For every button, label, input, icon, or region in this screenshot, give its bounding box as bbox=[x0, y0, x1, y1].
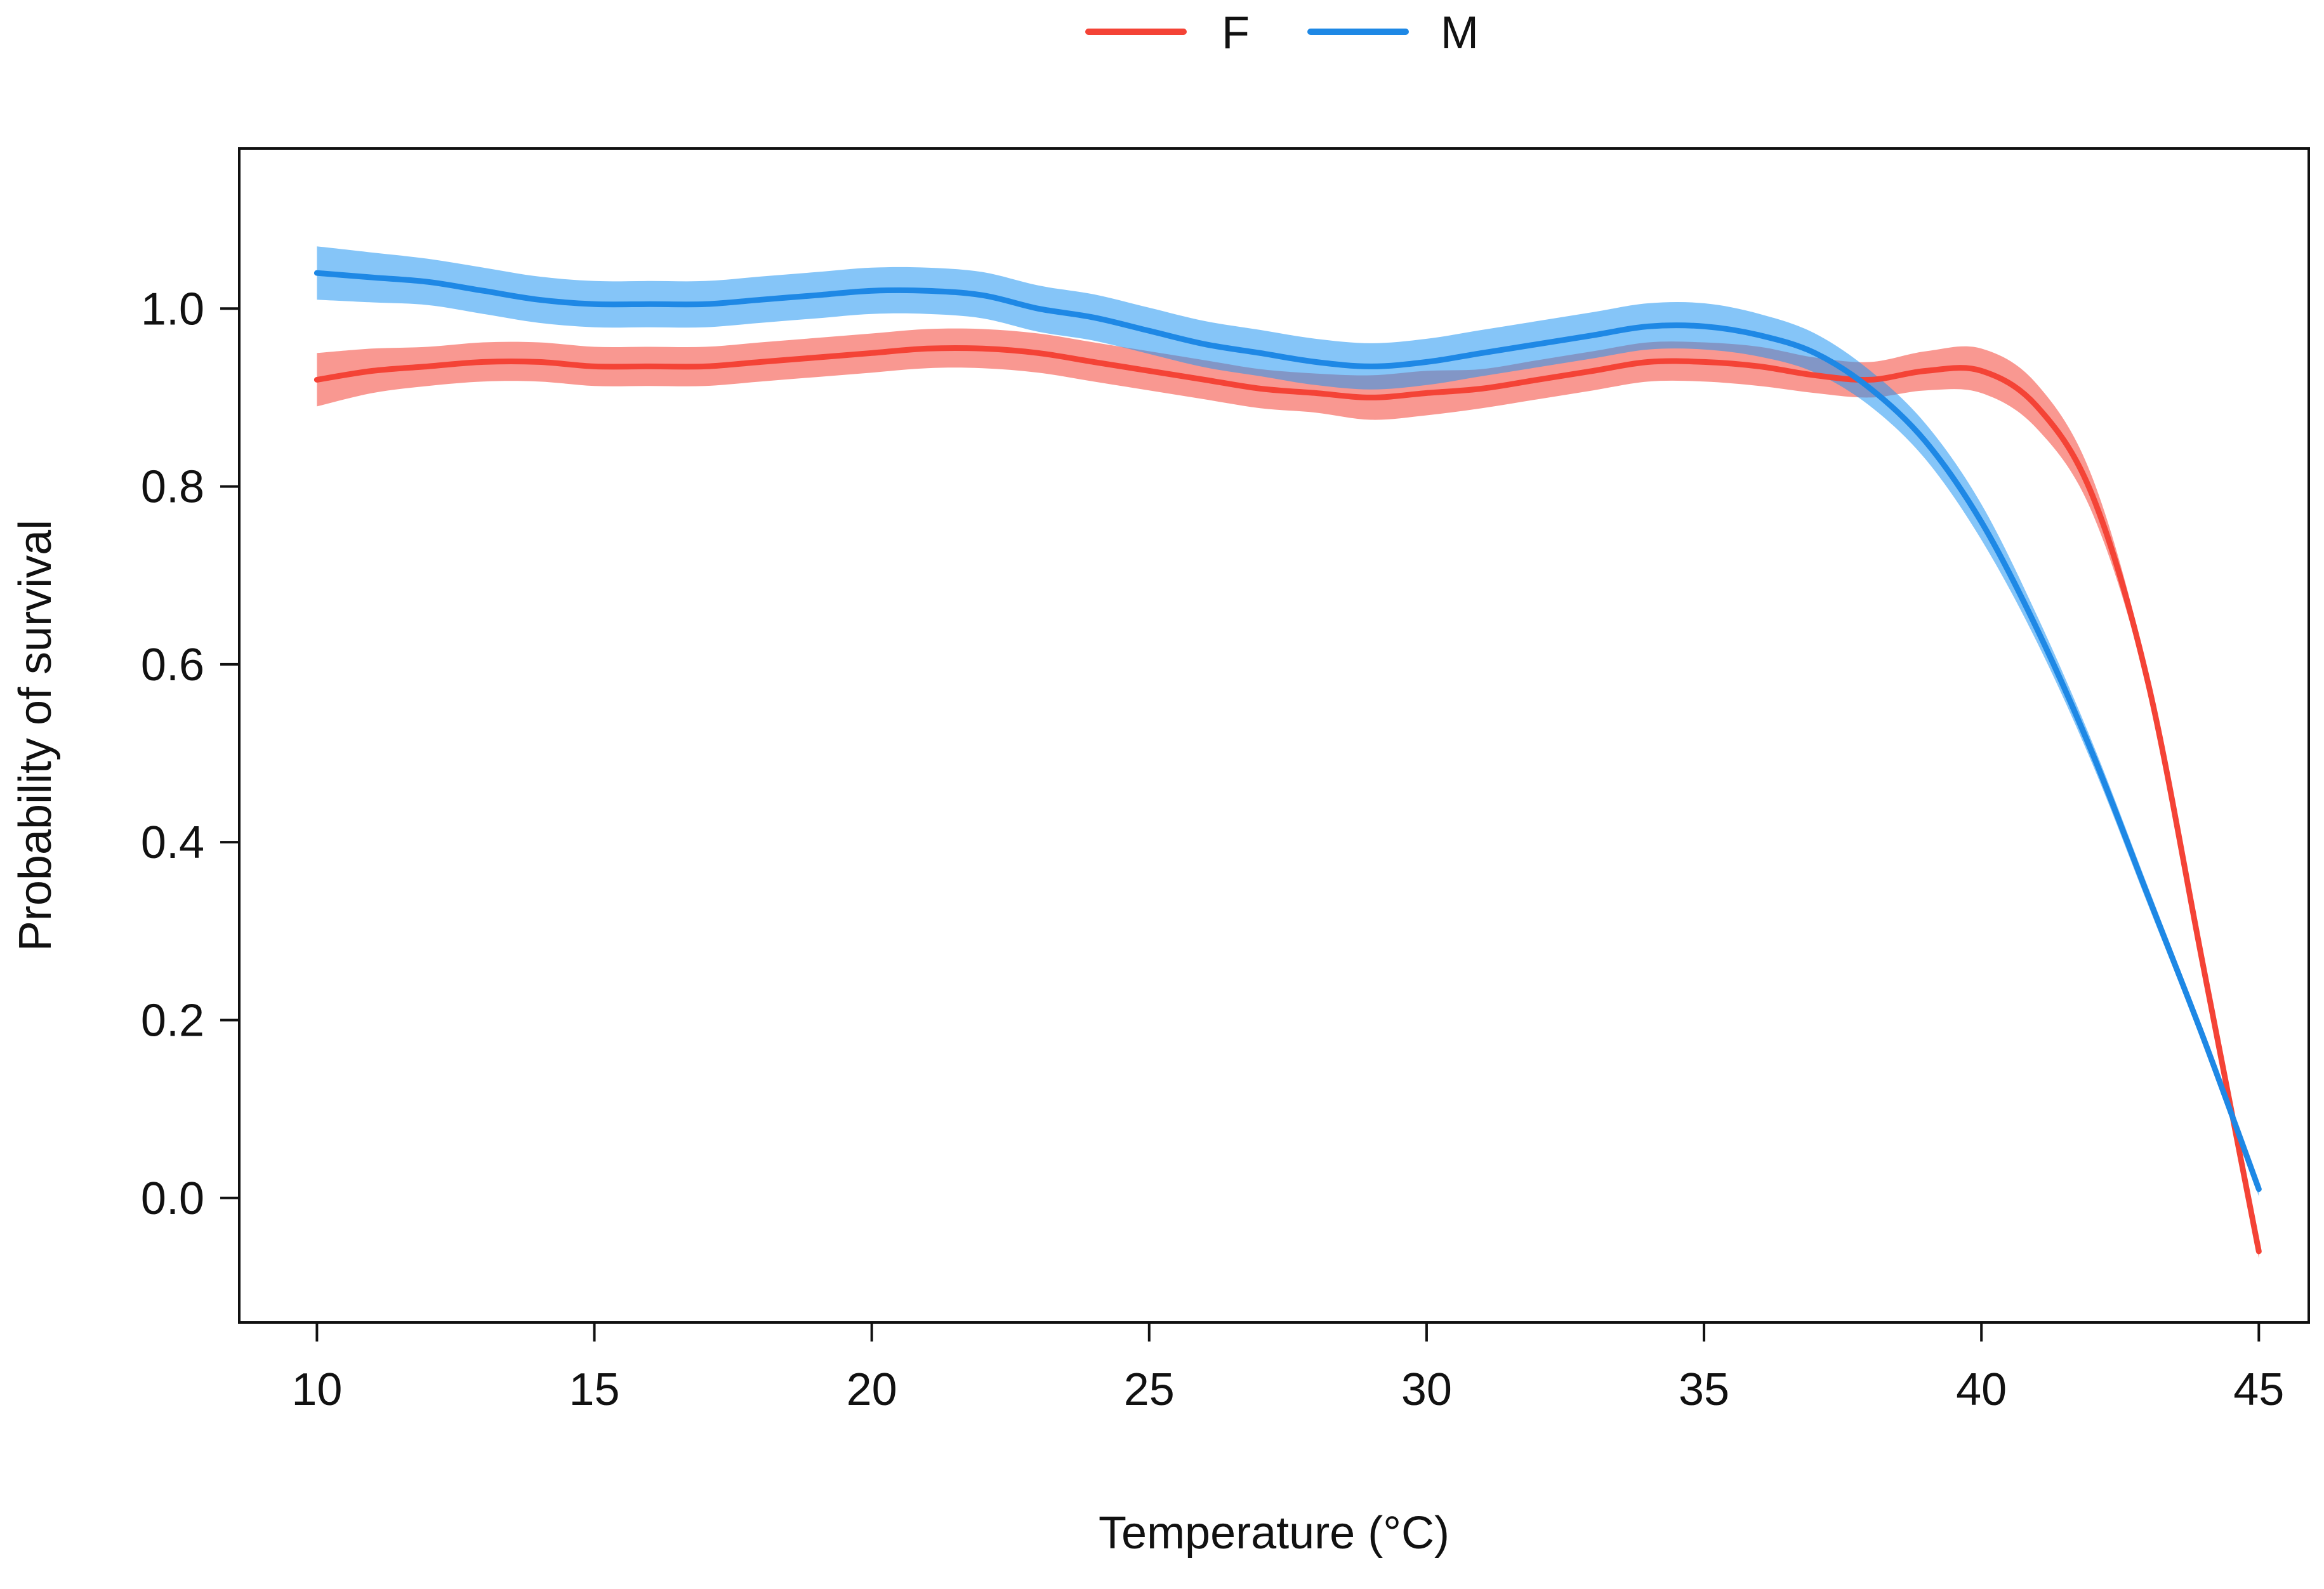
y-tick-label: 1.0 bbox=[141, 284, 204, 334]
x-tick-label: 25 bbox=[1124, 1364, 1175, 1415]
series-lines-layer bbox=[314, 270, 2262, 1255]
legend-label-m: M bbox=[1441, 8, 1479, 58]
y-axis: 0.0 0.2 0.4 0.6 0.8 1.0 bbox=[141, 284, 241, 1224]
x-tick-label: 45 bbox=[2233, 1364, 2284, 1415]
y-tick-label: 0.8 bbox=[141, 462, 204, 513]
x-tick-label: 15 bbox=[569, 1364, 619, 1415]
series-line-m bbox=[314, 270, 2262, 1192]
x-axis: 10 15 20 25 30 35 40 45 bbox=[291, 1321, 2284, 1415]
y-tick-label: 0.2 bbox=[141, 995, 204, 1046]
x-tick-label: 10 bbox=[291, 1364, 342, 1415]
legend-label-f: F bbox=[1222, 8, 1250, 58]
confidence-band-f bbox=[317, 328, 2259, 1259]
plot-frame bbox=[238, 147, 2310, 1324]
confidence-bands-layer bbox=[317, 246, 2259, 1259]
series-line-f bbox=[314, 345, 2262, 1255]
x-tick-label: 20 bbox=[847, 1364, 897, 1415]
x-tick-label: 30 bbox=[1401, 1364, 1452, 1415]
x-tick-label: 40 bbox=[1956, 1364, 2007, 1415]
y-tick-label: 0.6 bbox=[141, 640, 204, 690]
y-tick-label: 0.4 bbox=[141, 817, 204, 868]
x-axis-title: Temperature (°C) bbox=[1099, 1508, 1449, 1559]
y-axis-title: Probability of survival bbox=[10, 520, 61, 951]
x-tick-label: 35 bbox=[1679, 1364, 1729, 1415]
y-tick-label: 0.0 bbox=[141, 1173, 204, 1224]
